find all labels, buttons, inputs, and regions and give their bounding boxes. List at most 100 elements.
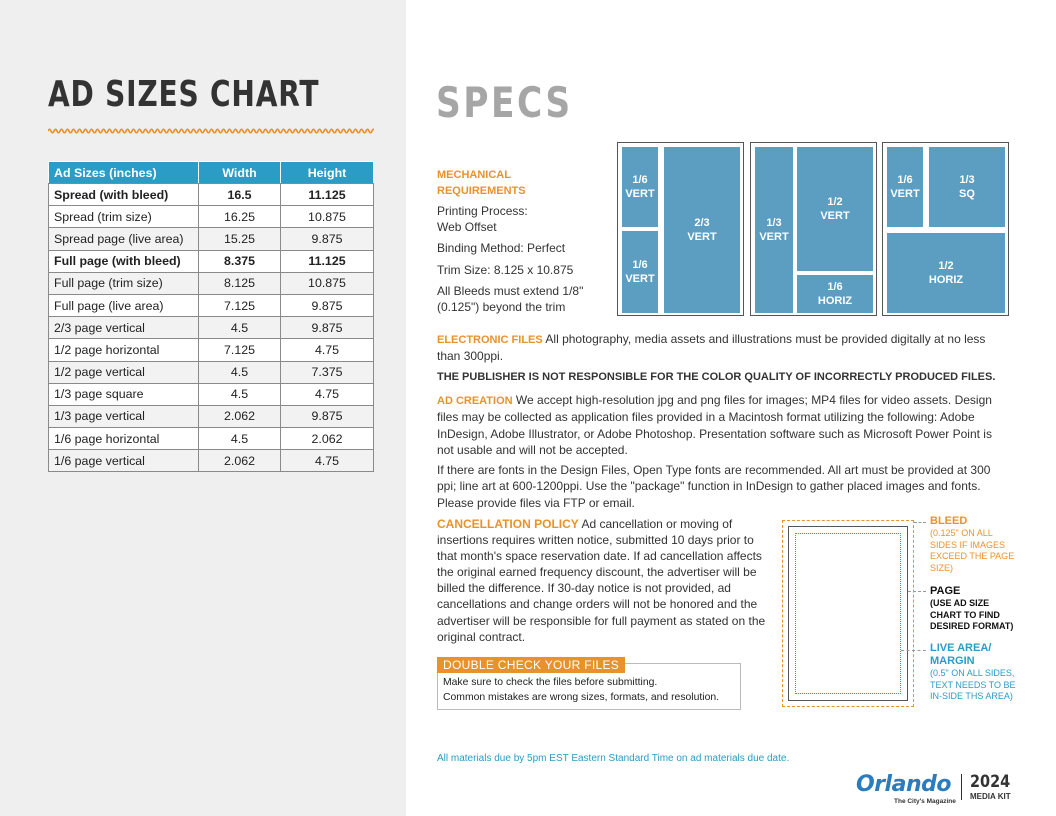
table-row: Full page (live area) 7.125 9.875: [48, 293, 374, 318]
table-row: Spread (with bleed) 16.5 11.125: [48, 182, 374, 207]
block-sixth-vert-top: 1/6 VERT: [622, 147, 658, 227]
mechanical-heading-line2: REQUIREMENTS: [437, 185, 526, 197]
table-row: 1/2 page horizontal 7.125 4.75: [48, 338, 374, 362]
double-check-text: Make sure to check the files before subm…: [443, 676, 719, 705]
block-third-vert: 1/3 VERT: [755, 147, 793, 313]
logo-tagline: The City's Magazine: [894, 798, 956, 805]
cell-height: 9.875: [280, 316, 374, 340]
printing-value: Web Offset: [437, 219, 497, 234]
cell-size: Full page (trim size): [48, 271, 199, 295]
double-check-line1: Make sure to check the files before subm…: [443, 677, 658, 688]
cell-width: 4.5: [198, 427, 281, 451]
cell-size: Spread (with bleed): [48, 182, 199, 207]
bleed-area-outline: [782, 520, 914, 707]
cell-size: 1/2 page horizontal: [48, 338, 199, 362]
cell-size: 2/3 page vertical: [48, 316, 199, 340]
ad-creation-label: AD CREATION: [437, 395, 513, 407]
page-outline: [788, 526, 908, 701]
cell-height: 4.75: [280, 338, 374, 362]
cell-size: 1/2 page vertical: [48, 360, 199, 384]
ad-creation-text: We accept high-resolution jpg and png fi…: [437, 393, 992, 458]
col-header-size: Ad Sizes (inches): [48, 161, 199, 184]
table-header-row: Ad Sizes (inches) Width Height: [48, 161, 374, 184]
mechanical-requirements: Printing Process: Web Offset Binding Meth…: [437, 204, 617, 321]
cell-width: 2.062: [198, 449, 281, 473]
legend-bleed-desc: (0.125" ON ALL SIDES IF IMAGES EXCEED TH…: [930, 528, 1015, 573]
cancellation-text: Ad cancellation or moving of insertions …: [437, 517, 766, 644]
cell-height: 7.375: [280, 360, 374, 384]
legend-live-desc: (0.5" ON ALL SIDES, TEXT NEEDS TO BE IN-…: [930, 668, 1016, 701]
table-row: Spread (trim size) 16.25 10.875: [48, 205, 374, 229]
legend-page-title: PAGE: [930, 585, 961, 597]
cell-height: 11.125: [280, 182, 374, 207]
cell-size: 1/6 page horizontal: [48, 427, 199, 451]
live-area-outline: [795, 533, 901, 694]
publisher-notice: THE PUBLISHER IS NOT RESPONSIBLE FOR THE…: [437, 371, 996, 383]
cell-height: 10.875: [280, 205, 374, 229]
col-header-height: Height: [280, 161, 374, 184]
cell-width: 15.25: [198, 227, 281, 251]
block-sixth-vert: 1/6 VERT: [887, 147, 923, 227]
cell-width: 4.5: [198, 360, 281, 384]
cell-width: 4.5: [198, 316, 281, 340]
cell-height: 9.875: [280, 227, 374, 251]
electronic-files-label: ELECTRONIC FILES: [437, 334, 543, 346]
legend-live-area: LIVE AREA/ MARGIN (0.5" ON ALL SIDES, TE…: [930, 642, 1020, 703]
cell-width: 8.125: [198, 271, 281, 295]
cell-height: 10.875: [280, 271, 374, 295]
page-leader-line: [908, 591, 926, 592]
binding-method: Binding Method: Perfect: [437, 241, 566, 255]
cell-height: 2.062: [280, 427, 374, 451]
cell-width: 8.375: [198, 249, 281, 273]
legend-live-title1: LIVE AREA/: [930, 642, 992, 654]
cancellation-policy: CANCELLATION POLICY Ad cancellation or m…: [437, 516, 767, 645]
legend-bleed-title: BLEED: [930, 515, 968, 527]
cell-width: 16.5: [198, 182, 281, 207]
block-half-horiz: 1/2 HORIZ: [887, 233, 1005, 313]
ad-sizes-title: AD SIZES CHART: [48, 74, 320, 115]
cell-height: 11.125: [280, 249, 374, 273]
block-third-square: 1/3 SQ: [929, 147, 1005, 227]
legend-page: PAGE (USE AD SIZE CHART TO FIND DESIRED …: [930, 585, 1020, 633]
cell-width: 4.5: [198, 382, 281, 406]
col-header-width: Width: [198, 161, 281, 184]
double-check-label: DOUBLE CHECK YOUR FILES: [437, 657, 626, 673]
cell-size: Full page (live area): [48, 293, 199, 318]
live-leader-line: [901, 650, 926, 651]
cell-size: 1/3 page vertical: [48, 404, 199, 429]
legend-live-title2: MARGIN: [930, 655, 975, 667]
media-kit-year: 2024: [970, 772, 1011, 792]
table-row: 1/6 page vertical 2.062 4.75: [48, 449, 374, 473]
orlando-logo: Orlando The City's Magazine: [856, 772, 956, 805]
cell-height: 9.875: [280, 293, 374, 318]
cell-height: 4.75: [280, 449, 374, 473]
block-half-vert: 1/2 VERT: [797, 147, 873, 271]
block-sixth-vert-bottom: 1/6 VERT: [622, 231, 658, 313]
cell-size: Full page (with bleed): [48, 249, 199, 273]
specs-title: SPECS: [436, 78, 573, 127]
cell-height: 9.875: [280, 404, 374, 429]
cell-size: Spread page (live area): [48, 227, 199, 251]
fonts-guidelines: If there are fonts in the Design Files, …: [437, 463, 991, 510]
bleeds-line1: All Bleeds must extend 1/8": [437, 284, 584, 298]
media-kit-label: MEDIA KIT: [970, 792, 1011, 801]
mechanical-heading-line1: MECHANICAL: [437, 169, 511, 181]
printing-process: Printing Process: Web Offset: [437, 204, 617, 235]
cell-size: 1/3 page square: [48, 382, 199, 406]
table-row: 2/3 page vertical 4.5 9.875: [48, 316, 374, 340]
table-row: Spread page (live area) 15.25 9.875: [48, 227, 374, 251]
cell-width: 7.125: [198, 338, 281, 362]
wavy-divider: [48, 128, 374, 134]
electronic-files: ELECTRONIC FILES All photography, media …: [437, 331, 1009, 365]
cancellation-label: CANCELLATION POLICY: [437, 517, 579, 531]
layout-diagram-a: 1/6 VERT 1/6 VERT 2/3 VERT: [617, 142, 744, 316]
printing-label: Printing Process:: [437, 204, 528, 218]
table-row: 1/3 page vertical 2.062 9.875: [48, 404, 374, 429]
cell-size: 1/6 page vertical: [48, 449, 199, 473]
ad-creation: AD CREATION We accept high-resolution jp…: [437, 392, 1009, 459]
bleeds-line2: (0.125") beyond the trim: [437, 299, 566, 314]
bleeds-note: All Bleeds must extend 1/8" (0.125") beyo…: [437, 284, 617, 315]
logo-wordmark: Orlando: [856, 772, 951, 797]
legend-page-desc: (USE AD SIZE CHART TO FIND DESIRED FORMA…: [930, 598, 1014, 631]
table-row: 1/6 page horizontal 4.5 2.062: [48, 427, 374, 451]
